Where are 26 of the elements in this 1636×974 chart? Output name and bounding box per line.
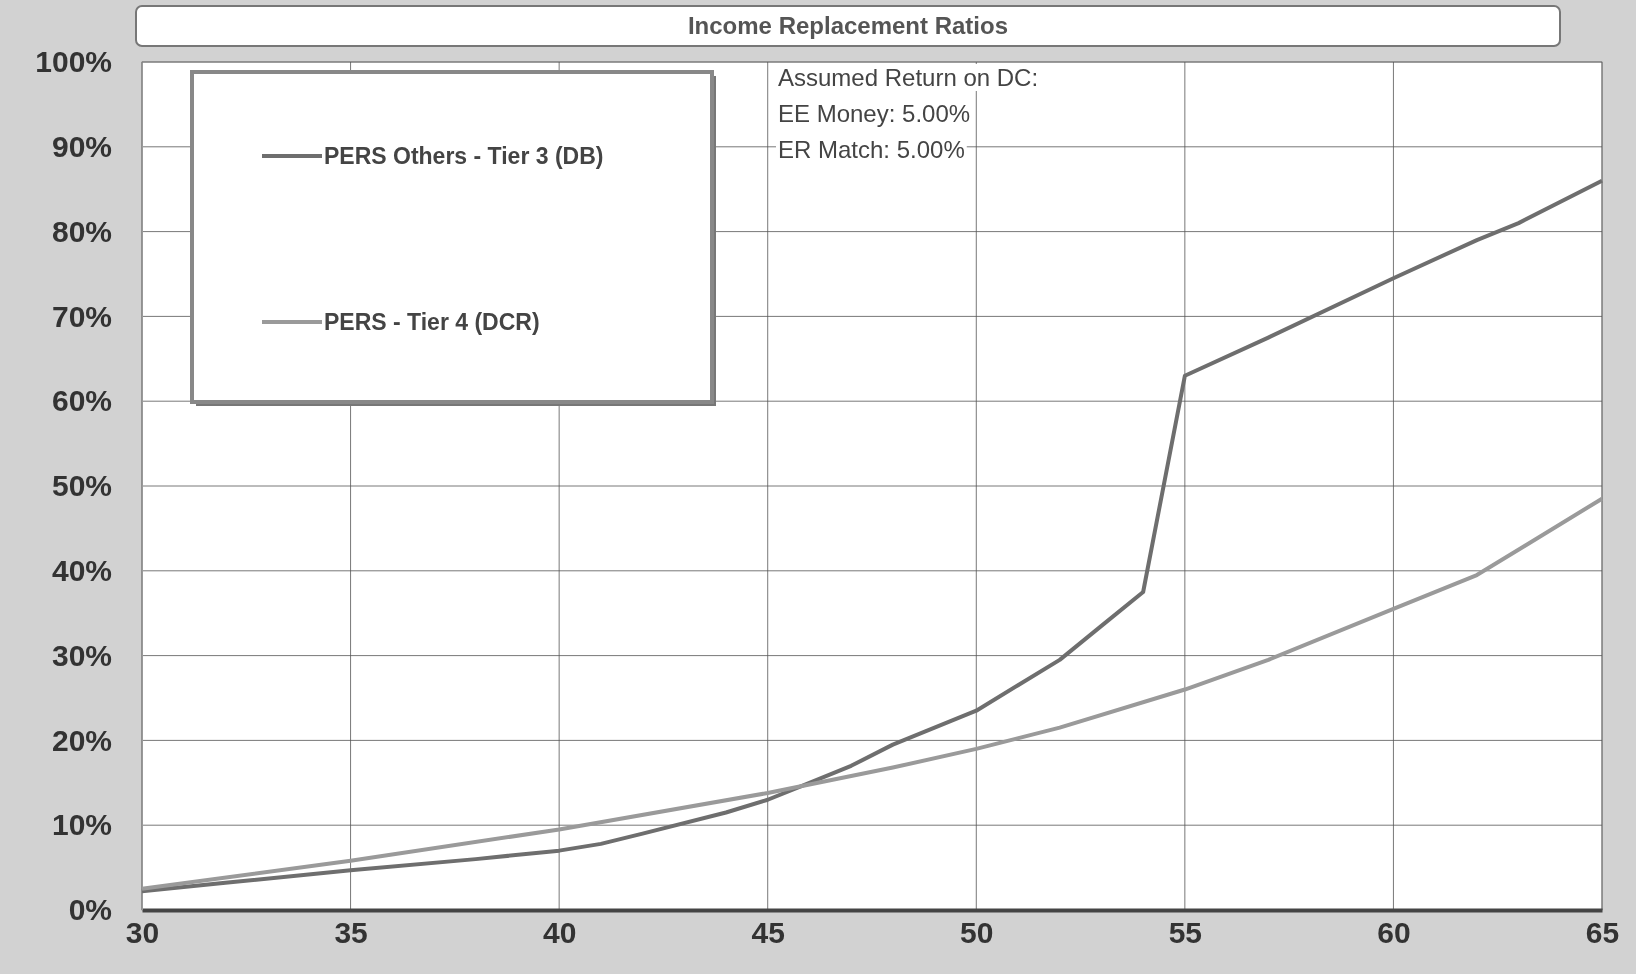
y-tick-label: 10% xyxy=(51,808,112,842)
chart-title: Income Replacement Ratios xyxy=(687,12,1009,39)
x-tick-label: 40 xyxy=(542,916,577,950)
y-tick-label: 70% xyxy=(51,299,112,333)
x-tick-label: 60 xyxy=(1377,916,1411,950)
x-tick-label: 65 xyxy=(1585,916,1620,950)
line-series xyxy=(140,178,1604,894)
x-tick-label: 50 xyxy=(960,916,994,950)
y-tick-label: 80% xyxy=(51,214,112,248)
x-tick-label: 45 xyxy=(751,916,785,950)
y-tick-label: 100% xyxy=(35,45,112,79)
y-tick-label: 20% xyxy=(51,723,112,757)
y-tick-label: 90% xyxy=(51,129,112,163)
annotation: ER Match: 5.00% xyxy=(778,136,965,163)
x-tick-label: 35 xyxy=(334,916,368,950)
annotation: EE Money: 5.00% xyxy=(778,100,971,127)
x-tick-label: 30 xyxy=(125,916,160,950)
legend-label: PERS - Tier 4 (DCR) xyxy=(324,309,540,335)
x-tick-label: 55 xyxy=(1168,916,1203,950)
annotation: Assumed Return on DC: xyxy=(778,64,1039,91)
y-tick-label: 60% xyxy=(51,384,112,418)
y-tick-label: 30% xyxy=(51,638,112,672)
y-tick-label: 50% xyxy=(51,469,112,503)
y-tick-label: 40% xyxy=(51,553,112,587)
y-tick-label: 0% xyxy=(68,893,112,927)
legend-label: PERS Others - Tier 3 (DB) xyxy=(324,143,604,169)
